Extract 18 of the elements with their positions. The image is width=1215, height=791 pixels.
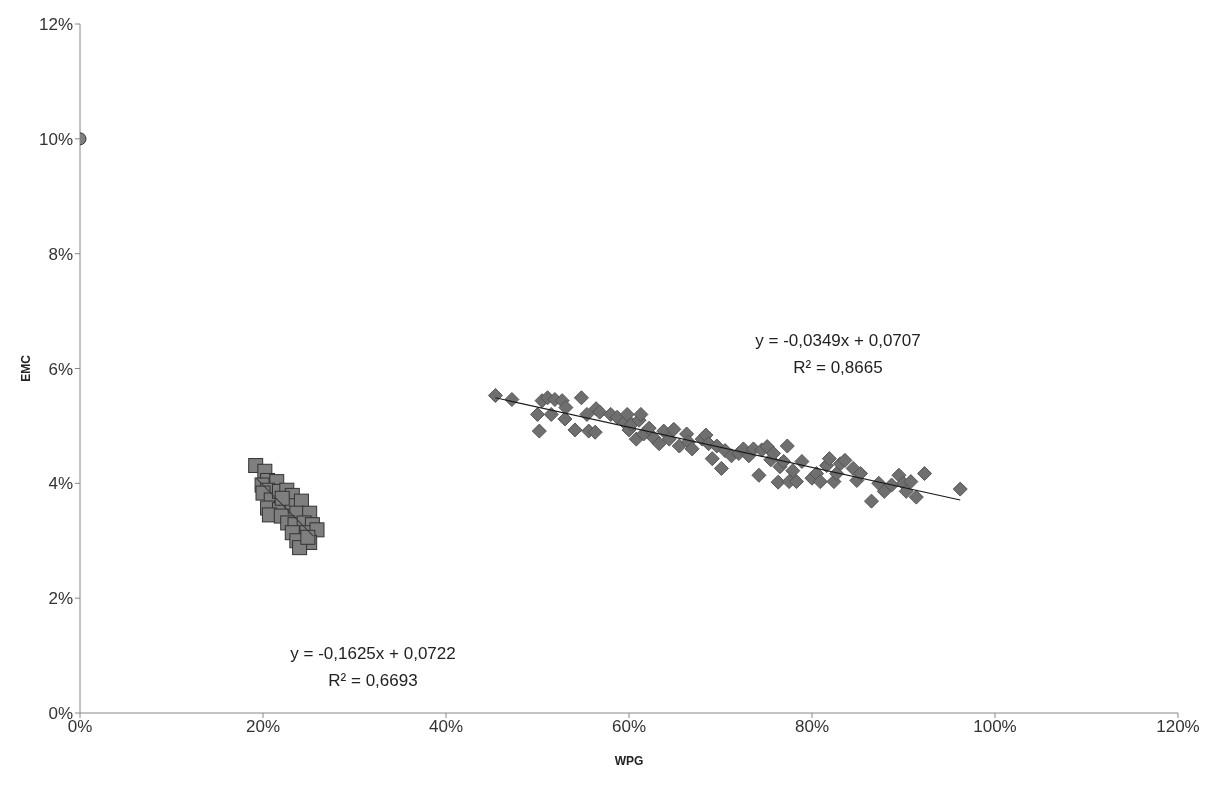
- point: [300, 529, 316, 545]
- y-tick-label: 2%: [48, 589, 73, 609]
- x-tick-label: 80%: [794, 717, 830, 737]
- annotation: y = -0,0349x + 0,0707 R² = 0,8665: [754, 330, 922, 379]
- y-tick-label: 8%: [48, 244, 73, 264]
- x-tick-label: 20%: [245, 717, 281, 737]
- x-tick-label: 120%: [1156, 717, 1200, 737]
- x-tick-label: 40%: [428, 717, 464, 737]
- point: [274, 490, 290, 506]
- y-tick-label: 6%: [48, 359, 73, 379]
- annotation: y = -0,1625x + 0,0722 R² = 0,6693: [289, 643, 457, 692]
- y-tick-label: 10%: [38, 129, 73, 149]
- y-tick-label: 4%: [48, 474, 73, 494]
- y-axis-title: EMC: [19, 354, 34, 382]
- y-tick-label: 12%: [38, 15, 73, 35]
- x-axis-title: WPG: [614, 754, 644, 768]
- x-tick-label: 60%: [611, 717, 647, 737]
- x-tick-label: 100%: [973, 717, 1017, 737]
